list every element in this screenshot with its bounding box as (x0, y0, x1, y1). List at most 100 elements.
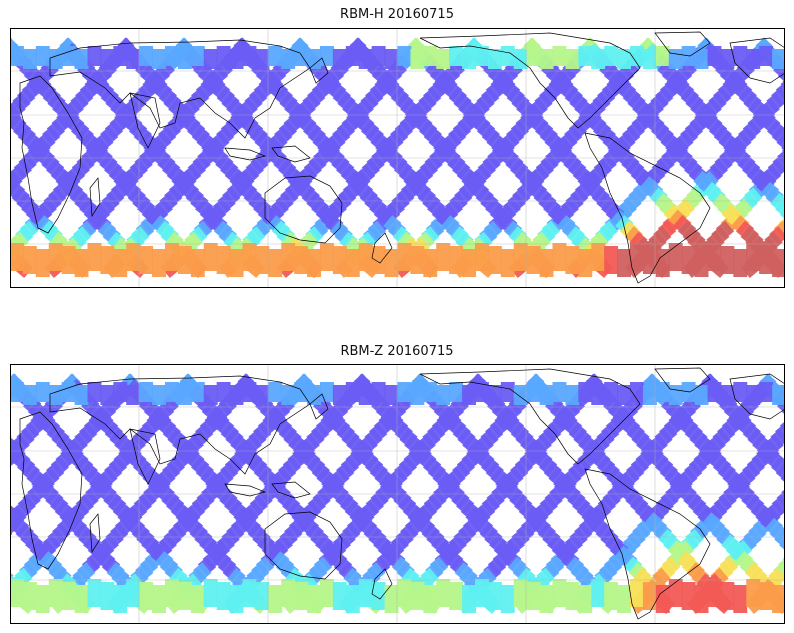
swath-cell (456, 165, 475, 184)
swath-cell (491, 401, 511, 420)
swath-cell (529, 98, 548, 118)
northern-band-cell (591, 49, 606, 69)
swath-cell (168, 98, 187, 118)
swath-cell (383, 478, 403, 498)
swath-cell (542, 528, 561, 548)
swath-cell (301, 434, 320, 454)
swath-cell (496, 406, 515, 426)
swath-cell (29, 540, 48, 559)
southern-band-cell (436, 243, 451, 271)
northern-band-cell (320, 382, 334, 402)
southern-band-cell (268, 249, 283, 277)
swath-cell (480, 429, 499, 448)
southern-band-cell (746, 579, 761, 607)
swath-cell (600, 528, 619, 548)
swath-cell (50, 165, 69, 184)
swath-cell (376, 551, 395, 570)
swath-cell (627, 528, 646, 548)
swath-cell (71, 120, 90, 140)
swath-cell (680, 87, 699, 106)
swath-cell (663, 534, 682, 553)
swath-cell (777, 65, 785, 84)
southern-band-cell (694, 585, 709, 613)
swath-cell (293, 109, 312, 129)
swath-cell (85, 401, 105, 420)
northern-band-cell (10, 382, 24, 402)
swath-cell (386, 198, 405, 217)
swath-cell (360, 93, 379, 112)
swath-cell (191, 87, 210, 106)
swath-cell (721, 534, 740, 553)
swath-cell (215, 154, 234, 173)
swath-cell (539, 87, 558, 106)
swath-cell (431, 417, 450, 437)
swath-cell (271, 401, 291, 420)
swath-cell (636, 104, 656, 123)
swath-cell (340, 165, 359, 184)
swath-cell (748, 181, 768, 201)
swath-cell (709, 501, 728, 520)
swath-cell (84, 467, 103, 487)
swath-cell (365, 87, 384, 106)
swath-cell (593, 120, 612, 140)
swath-cell (461, 170, 480, 190)
swath-cell (79, 81, 98, 101)
southern-band-cell (668, 579, 683, 607)
swath-cell (635, 170, 654, 190)
swath-cell (190, 429, 209, 448)
swath-cell (511, 93, 530, 112)
northern-band-cell (759, 46, 774, 66)
swath-cell (506, 417, 525, 437)
northern-band-cell (371, 46, 386, 66)
swath-cell (429, 556, 449, 576)
swath-cell (471, 445, 490, 465)
swath-cell (391, 556, 411, 576)
swath-cell (303, 159, 322, 179)
swath-cell (38, 198, 57, 217)
swath-cell (10, 170, 16, 190)
swath-cell (260, 551, 279, 570)
swath-cell (332, 417, 351, 437)
swath-cell (752, 434, 771, 454)
swath-cell (187, 159, 206, 179)
swath-cell (22, 490, 41, 509)
swath-cell (337, 528, 356, 548)
coastline (271, 481, 311, 499)
southern-band-cell (22, 582, 37, 610)
swath-cell (329, 220, 349, 240)
swath-cell (485, 462, 504, 481)
swath-cell (655, 126, 674, 145)
swath-cell (655, 456, 674, 476)
swath-cell (205, 473, 224, 492)
swath-cell (229, 451, 248, 470)
swath-cell (762, 115, 781, 134)
southern-band-cell (759, 246, 774, 274)
coastline (419, 368, 641, 465)
southern-band-cell (681, 246, 696, 274)
swath-cell (288, 517, 308, 537)
swath-cell (458, 98, 477, 118)
swath-cell (226, 181, 246, 201)
swath-cell (325, 215, 344, 234)
southern-band-cell (397, 579, 412, 607)
northern-band-cell (268, 382, 283, 402)
swath-cell (461, 451, 480, 470)
swath-cell (65, 445, 84, 465)
swath-cell (738, 126, 757, 145)
swath-cell (550, 70, 569, 90)
swath-cell (609, 540, 628, 559)
swath-cell (771, 126, 785, 145)
swath-cell (275, 192, 294, 212)
swath-cell (686, 562, 705, 581)
swath-cell (123, 98, 142, 118)
swath-cell (621, 154, 640, 173)
swath-cell (327, 412, 346, 431)
swath-cell (510, 423, 529, 442)
swath-cell (668, 209, 687, 229)
swath-cell (327, 131, 346, 151)
swath-cell (270, 81, 289, 101)
swath-cell (627, 93, 646, 112)
swath-cell (86, 70, 105, 90)
swath-cell (457, 429, 476, 448)
swath-cell (10, 451, 16, 470)
